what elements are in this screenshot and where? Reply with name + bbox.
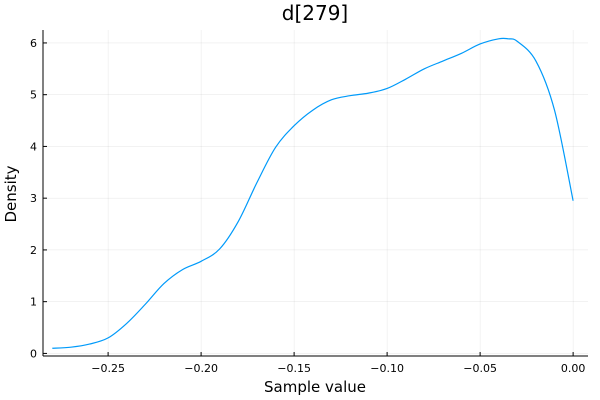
x-tick-label: −0.10 xyxy=(370,362,404,375)
x-tick-label: 0.00 xyxy=(561,362,586,375)
y-tick-label: 1 xyxy=(30,296,37,309)
x-tick-label: −0.15 xyxy=(277,362,311,375)
x-tick-label: −0.05 xyxy=(463,362,497,375)
chart-title: d[279] xyxy=(282,1,348,25)
y-tick-label: 2 xyxy=(30,244,37,257)
x-tick-label: −0.25 xyxy=(91,362,125,375)
x-axis-label: Sample value xyxy=(264,378,366,396)
y-tick-label: 4 xyxy=(30,140,37,153)
x-tick-label: −0.20 xyxy=(184,362,218,375)
grid xyxy=(43,30,588,356)
x-axis-ticks: −0.25 −0.20 −0.15 −0.10 −0.05 0.00 xyxy=(91,352,585,375)
y-tick-label: 0 xyxy=(30,347,37,360)
y-tick-label: 6 xyxy=(30,37,37,50)
density-series-line xyxy=(52,37,574,349)
series-layer xyxy=(52,37,574,349)
y-tick-label: 3 xyxy=(30,192,37,205)
y-axis-label: Density xyxy=(2,165,20,222)
y-tick-label: 5 xyxy=(30,89,37,102)
y-axis-ticks: 0 1 2 3 4 5 6 xyxy=(30,37,47,360)
axes xyxy=(42,30,588,357)
